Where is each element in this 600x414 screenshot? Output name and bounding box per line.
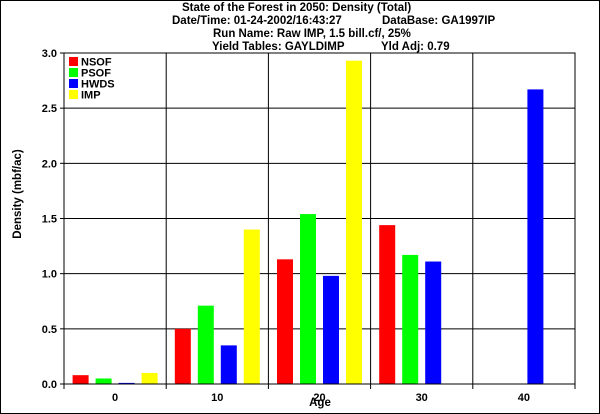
yld-adj-label: Yld Adj: 0.79 — [381, 41, 450, 53]
bar-nsof — [277, 259, 293, 384]
legend-swatch-hwds — [69, 79, 78, 88]
bar-imp — [346, 60, 362, 385]
bar-nsof — [174, 328, 191, 384]
bar-nsof — [72, 375, 89, 384]
y-tick-label: 2.5 — [42, 103, 57, 115]
run-name-label: Run Name: Raw IMP, 1.5 bill.cf/, 25% — [213, 28, 411, 40]
database-label: DataBase: GA1997IP — [382, 15, 496, 27]
y-tick-label: 1.5 — [42, 214, 57, 226]
y-tick-label: 3.0 — [42, 48, 57, 60]
bar-psof — [197, 305, 214, 384]
legend-label-psof: PSOF — [81, 68, 111, 80]
yield-tables-label: Yield Tables: GAYLDIMP — [212, 41, 345, 53]
y-tick-label: 0.0 — [42, 379, 57, 391]
legend-swatch-imp — [69, 90, 78, 99]
bar-hwds — [425, 261, 442, 384]
bar-psof — [402, 254, 419, 384]
bar-imp — [243, 229, 260, 384]
legend-swatch-nsof — [69, 57, 78, 66]
y-tick-label: 0.5 — [42, 324, 57, 336]
y-tick-label: 1.0 — [42, 269, 57, 281]
x-tick-label: 0 — [112, 392, 118, 404]
legend-label-hwds: HWDS — [81, 79, 115, 91]
bar-hwds — [323, 275, 339, 384]
chart-title: State of the Forest in 2050: Density (To… — [182, 2, 412, 14]
bar-psof — [300, 214, 316, 384]
legend-label-nsof: NSOF — [81, 57, 112, 69]
datetime-label: Date/Time: 01-24-2002/16:43:27 — [172, 15, 342, 27]
x-axis-label: Age — [309, 397, 331, 409]
x-tick-label: 10 — [211, 392, 223, 404]
plot-border — [63, 52, 576, 385]
bar-psof — [95, 378, 112, 384]
legend-swatch-psof — [69, 68, 78, 77]
x-tick-label: 20 — [313, 392, 325, 404]
y-tick-label: 2.0 — [42, 158, 57, 170]
bar-hwds — [220, 345, 237, 384]
bar-hwds — [527, 89, 544, 384]
bar-imp — [141, 372, 158, 384]
legend-label-imp: IMP — [81, 90, 101, 102]
bar-nsof — [379, 225, 396, 384]
x-tick-label: 40 — [518, 392, 530, 404]
x-tick-label: 30 — [416, 392, 428, 404]
bar-hwds — [118, 382, 135, 384]
